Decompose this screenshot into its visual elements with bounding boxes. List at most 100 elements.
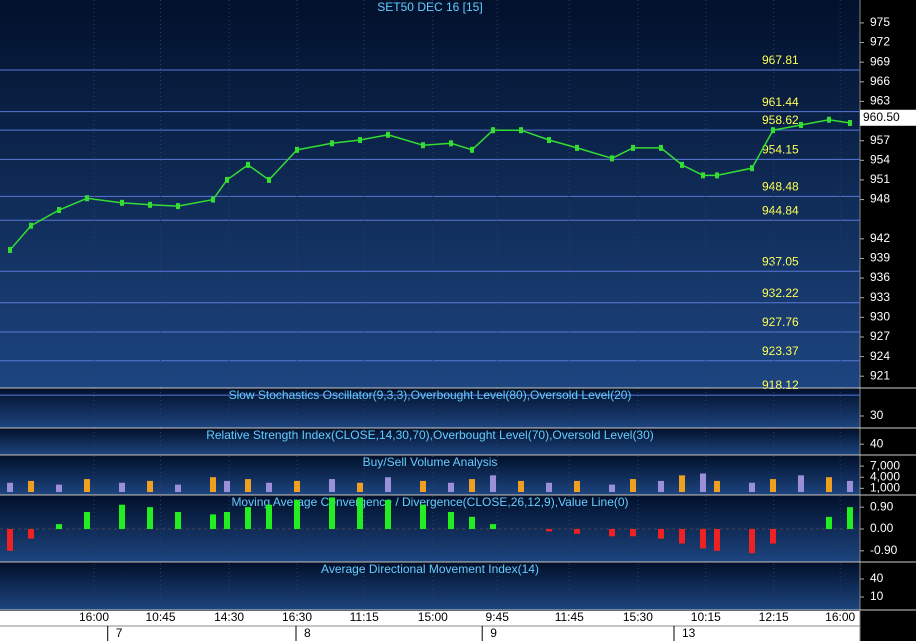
volume-bar <box>119 482 126 493</box>
volume-bar <box>545 482 552 493</box>
y-tick-label: 924 <box>870 349 890 363</box>
candle <box>120 199 125 206</box>
macd-bar <box>846 507 853 529</box>
candle <box>148 201 153 208</box>
y-tick-label: 975 <box>870 15 890 29</box>
volume-bar <box>825 477 832 493</box>
y-tick-label: 7,000 <box>870 458 900 472</box>
volume-bar <box>657 480 664 493</box>
y-tick-label: 1,000 <box>870 481 900 495</box>
candle <box>609 155 614 162</box>
x-tick-label: 16:30 <box>282 610 312 624</box>
volume-bar <box>56 484 63 493</box>
volume-bar <box>699 473 706 493</box>
volume-bar <box>769 479 776 493</box>
x-tick-label: 16:00 <box>79 610 109 624</box>
volume-bar <box>468 479 475 493</box>
candle <box>574 144 579 151</box>
macd-bar <box>447 511 454 529</box>
macd-bar <box>7 528 14 551</box>
level-label: 967.81 <box>762 53 799 67</box>
y-tick-label: 930 <box>870 310 890 324</box>
y-tick-label: 40 <box>870 571 884 585</box>
y-tick-label: 10 <box>870 589 884 603</box>
level-label: 958.62 <box>762 113 799 127</box>
candle <box>847 120 852 127</box>
level-label: 927.76 <box>762 315 799 329</box>
macd-bar <box>713 528 720 551</box>
macd-bar <box>825 516 832 529</box>
y-tick-label: 942 <box>870 231 890 245</box>
macd-bar <box>329 497 336 529</box>
volume-bar <box>175 484 182 493</box>
level-label: 923.37 <box>762 344 799 358</box>
y-tick-label: 921 <box>870 368 890 382</box>
current-price-box <box>860 109 916 126</box>
candle <box>57 207 62 214</box>
volume-bar <box>748 482 755 493</box>
y-tick-label: 957 <box>870 133 890 147</box>
volume-bar <box>713 480 720 493</box>
candle <box>358 137 363 144</box>
macd-bar <box>119 504 126 529</box>
macd-bar <box>748 528 755 554</box>
candle <box>630 144 635 151</box>
volume-bar <box>608 484 615 493</box>
macd-bar <box>573 528 580 534</box>
candle <box>700 172 705 179</box>
macd-bar <box>266 504 273 529</box>
volume-bar <box>420 480 427 493</box>
candle <box>518 127 523 134</box>
macd-bar <box>629 528 636 537</box>
date-label: 9 <box>490 626 497 640</box>
date-label: 7 <box>116 626 123 640</box>
candle <box>770 127 775 134</box>
candle <box>469 146 474 153</box>
volume-bar <box>84 479 91 493</box>
y-tick-label: 927 <box>870 329 890 343</box>
candle <box>658 144 663 151</box>
x-tick-label: 15:00 <box>418 610 448 624</box>
current-price: 960.50 <box>863 110 900 124</box>
volume-bar <box>147 480 154 493</box>
volume-bar <box>210 477 217 493</box>
y-tick-label: 966 <box>870 74 890 88</box>
volume-bar <box>489 475 496 493</box>
panel-title: Slow Stochastics Oscillator(9,3,3),Overb… <box>229 388 632 402</box>
candle <box>679 161 684 168</box>
date-label: 8 <box>304 626 311 640</box>
candle <box>714 172 719 179</box>
y-tick-label: 0.00 <box>870 521 894 535</box>
y-tick-label: 939 <box>870 251 890 265</box>
volume-bar <box>678 475 685 493</box>
volume-bar <box>629 479 636 493</box>
macd-bar <box>699 528 706 549</box>
level-label: 944.84 <box>762 203 799 217</box>
candle <box>85 195 90 202</box>
main-panel <box>0 0 860 388</box>
x-tick-label: 9:45 <box>486 610 510 624</box>
volume-bar <box>7 482 14 493</box>
level-label: 954.15 <box>762 142 799 156</box>
x-tick-label: 10:15 <box>691 610 721 624</box>
candle <box>826 116 831 123</box>
candle <box>386 131 391 138</box>
volume-bar <box>517 480 524 493</box>
chart-title: SET50 DEC 16 [15] <box>377 0 482 14</box>
candle <box>211 196 216 203</box>
y-tick-label: 933 <box>870 290 890 304</box>
macd-bar <box>175 511 182 529</box>
macd-bar <box>56 524 63 529</box>
macd-bar <box>489 524 496 529</box>
x-tick-label: 11:45 <box>555 610 584 624</box>
candle <box>295 146 300 153</box>
panel-title: Moving Average Convergence / Divergence(… <box>231 495 628 509</box>
y-tick-label: 0.90 <box>870 499 894 513</box>
x-tick-label: 12:15 <box>759 610 789 624</box>
macd-bar <box>545 528 552 532</box>
x-tick-label: 10:45 <box>145 610 175 624</box>
x-tick-label: 16:00 <box>825 610 855 624</box>
candle <box>546 137 551 144</box>
panel-title: Buy/Sell Volume Analysis <box>363 455 498 469</box>
